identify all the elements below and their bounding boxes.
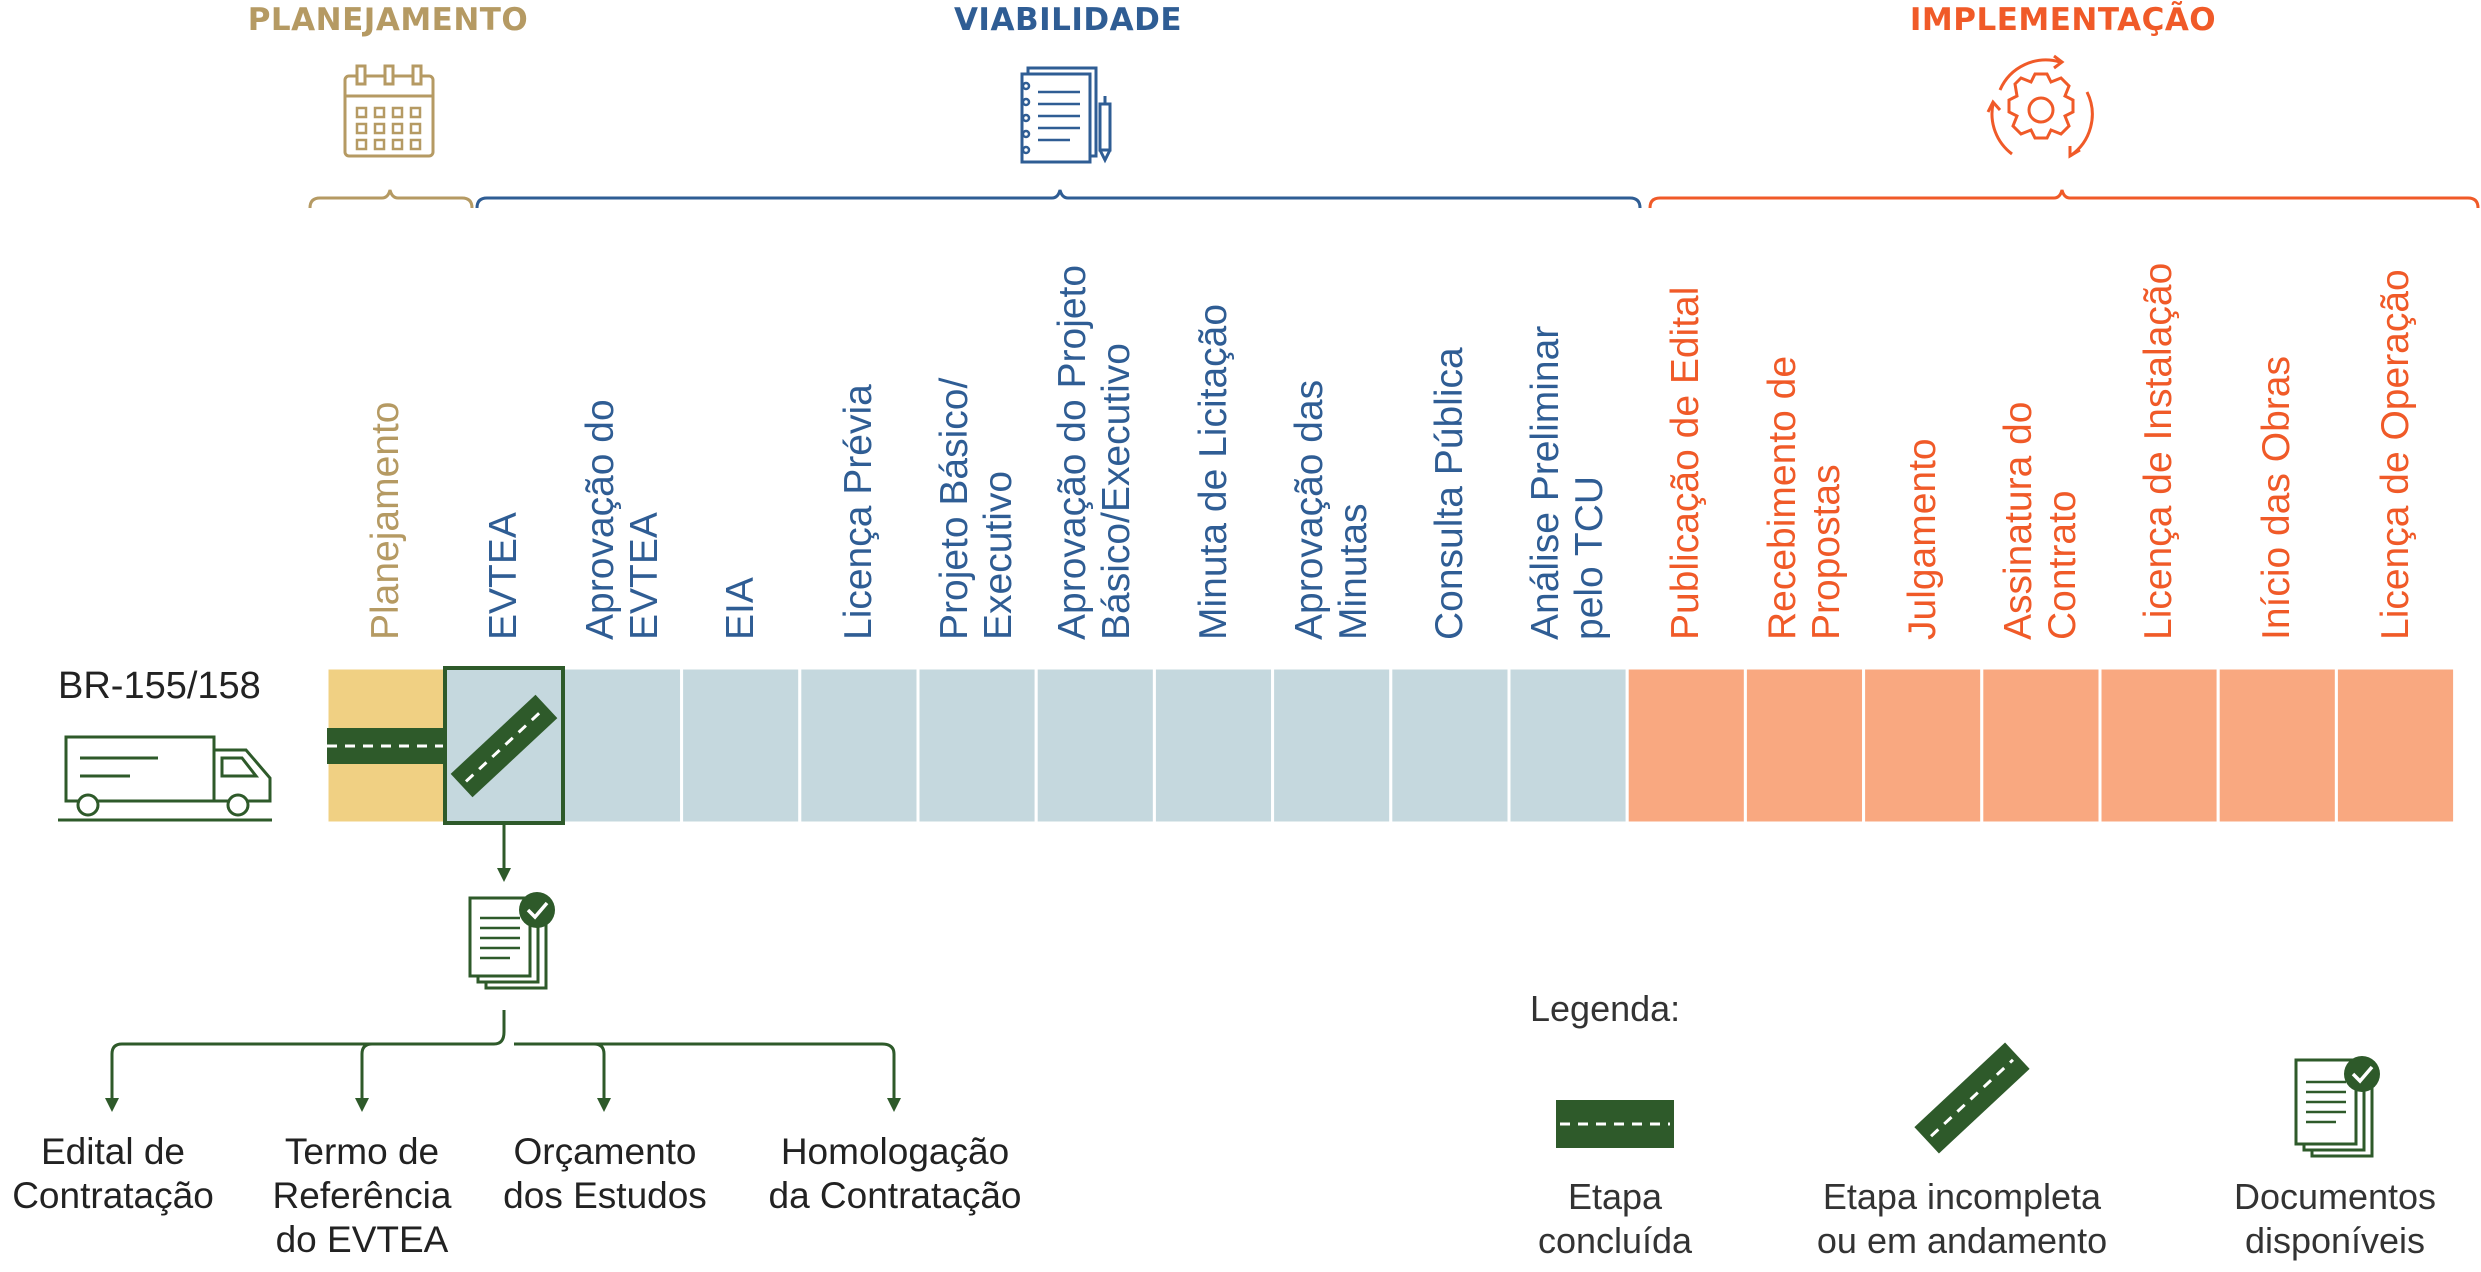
stage-cell-10 xyxy=(1507,666,1629,825)
stage-cell-16 xyxy=(2216,666,2338,825)
documents-check-icon xyxy=(468,892,555,990)
legend-label-concluida: Etapa concluída xyxy=(1537,1176,1693,1261)
stage-cell-9 xyxy=(1389,666,1511,825)
bracket-viabilidade xyxy=(475,189,1642,209)
bracket-implementacao xyxy=(1648,189,2480,209)
legend-title: Legenda: xyxy=(1530,988,1681,1029)
stage-label-1: EVTEA xyxy=(482,512,526,640)
stage-label-0: Planejamento xyxy=(364,401,408,641)
legend-label-andamento: Etapa incompleta ou em andamento xyxy=(1816,1176,2108,1261)
evtea-docs-arrowhead xyxy=(497,868,511,882)
stage-label-16: Início das Obras xyxy=(2255,356,2299,640)
bracket-planejamento xyxy=(308,189,474,209)
legend-documents-check-icon xyxy=(2294,1056,2380,1158)
road-complete-marker xyxy=(327,728,443,764)
stage-label-17: Licença de Operação xyxy=(2373,269,2417,640)
stage-label-2: Aprovação do EVTEA xyxy=(578,399,666,640)
legend-label-documentos: Documentos disponíveis xyxy=(2233,1176,2437,1261)
stage-label-6: Aprovação do Projeto Básico/Executivo xyxy=(1051,264,1139,640)
documents-tree xyxy=(110,1010,896,1100)
notepad-pen-icon xyxy=(1020,66,1112,164)
stage-label-10: Análise Preliminar pelo TCU xyxy=(1524,325,1612,640)
legend-road-diagonal-icon xyxy=(1914,1042,2030,1154)
phase-title-viabilidade: VIABILIDADE xyxy=(953,2,1183,38)
stage-cell-12 xyxy=(1743,666,1866,825)
stage-label-5: Projeto Básico/ Executivo xyxy=(933,377,1021,640)
stage-cell-4 xyxy=(798,666,920,825)
stage-label-11: Publicação de Edital xyxy=(1664,286,1708,640)
stage-cell-3 xyxy=(680,666,802,825)
stage-cell-15 xyxy=(2098,666,2220,825)
doc-label-termo: Termo de Referência do EVTEA xyxy=(272,1131,452,1260)
stage-label-3: EIA xyxy=(718,577,762,640)
stage-cell-11 xyxy=(1625,666,1747,825)
doc-label-orcamento: Orçamento dos Estudos xyxy=(503,1131,707,1216)
stage-cell-2 xyxy=(561,666,684,825)
calendar-icon xyxy=(343,64,435,158)
route-name: BR-155/158 xyxy=(58,665,261,707)
doc-label-homologacao: Homologação da Contratação xyxy=(768,1131,1022,1216)
stage-label-12: Recebimento de Propostas xyxy=(1760,355,1848,640)
timeline-cells xyxy=(325,666,2457,825)
doc-label-edital: Edital de Contratação xyxy=(12,1131,214,1216)
legend-road-complete-icon xyxy=(1556,1100,1674,1148)
gear-cycle-icon xyxy=(1986,54,2094,159)
stage-label-14: Assinatura do Contrato xyxy=(1996,401,2084,640)
stage-cell-8 xyxy=(1271,666,1393,825)
stage-cell-13 xyxy=(1862,666,1984,825)
stage-label-4: Licença Prévia xyxy=(836,384,880,640)
stage-cell-6 xyxy=(1034,666,1156,825)
stage-cell-17 xyxy=(2334,666,2457,825)
stage-label-9: Consulta Pública xyxy=(1427,347,1471,640)
stage-label-15: Licença de Instalação xyxy=(2137,262,2181,640)
truck-icon xyxy=(58,735,272,822)
stage-label-7: Minuta de Licitação xyxy=(1191,303,1235,640)
stage-cell-7 xyxy=(1152,666,1275,825)
stage-label-8: Aprovação das Minutas xyxy=(1287,379,1375,640)
stage-cell-5 xyxy=(916,666,1038,825)
documents-tree-arrowheads xyxy=(105,1098,901,1112)
phase-title-planejamento: PLANEJAMENTO xyxy=(247,2,529,38)
stage-label-13: Julgamento xyxy=(1900,438,1944,640)
stage-cell-14 xyxy=(1980,666,2102,825)
phase-title-implementacao: IMPLEMENTAÇÃO xyxy=(1909,2,2217,38)
road-diagonal-marker xyxy=(450,694,558,798)
